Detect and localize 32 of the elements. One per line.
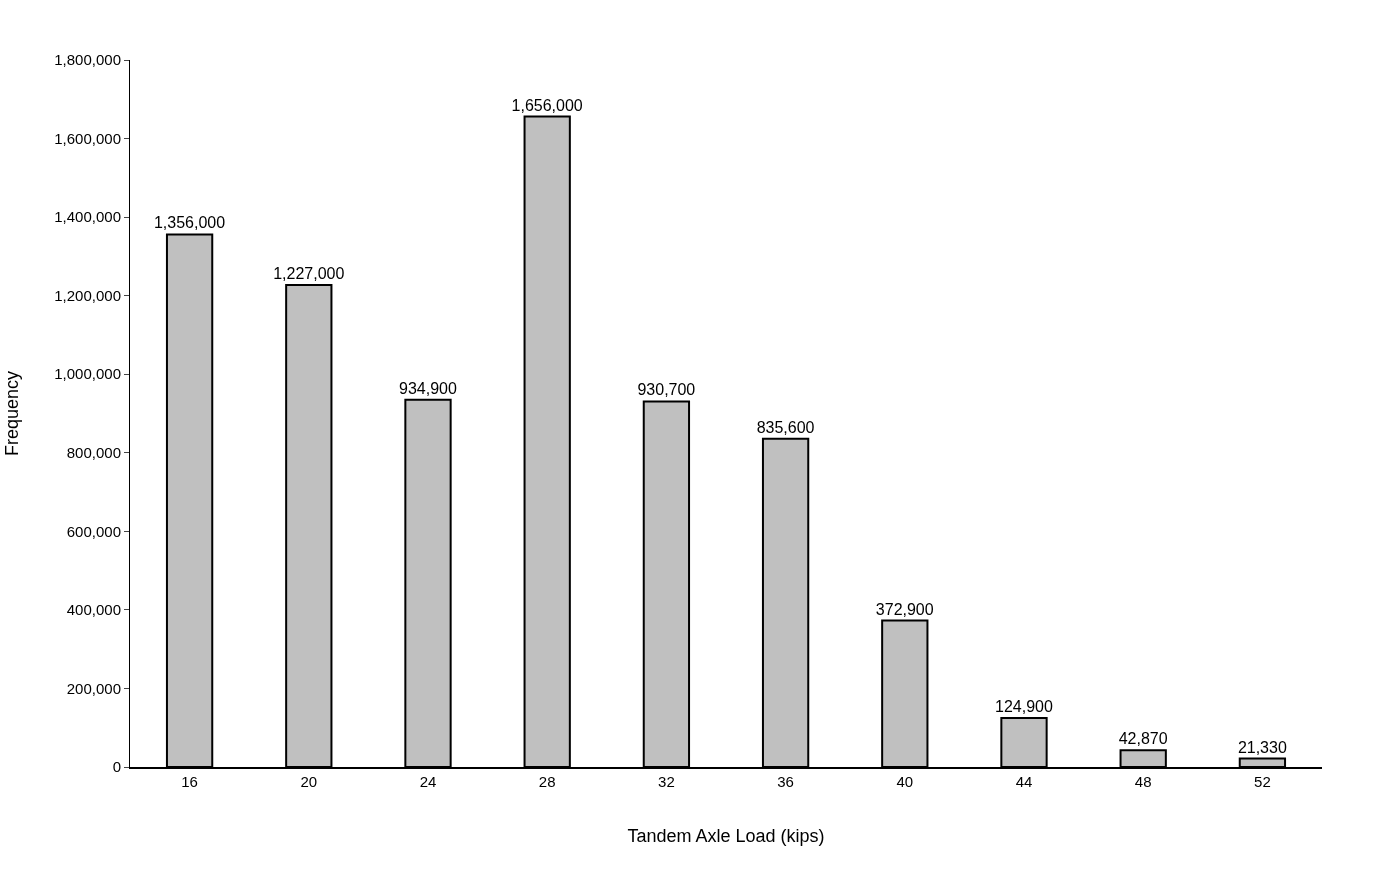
x-tick-label: 20 (300, 773, 318, 790)
x-tick-label: 48 (1134, 773, 1152, 790)
data-label: 930,700 (637, 381, 696, 399)
x-tick-label: 28 (538, 773, 556, 790)
y-tick-label: 1,400,000 (54, 208, 121, 226)
data-label: 42,870 (1118, 730, 1168, 748)
y-tick-label: 600,000 (66, 522, 121, 540)
x-tick-label: 24 (419, 773, 437, 790)
x-tick-label: 16 (181, 773, 198, 790)
y-tick-label: 400,000 (66, 601, 121, 619)
y-tick-label: 1,800,000 (54, 51, 121, 69)
y-axis-title: Frequency (2, 370, 23, 457)
x-tick-label: 40 (896, 773, 914, 790)
data-label: 21,330 (1237, 738, 1287, 756)
y-tick-label: 1,200,000 (54, 286, 121, 304)
y-tick-label: 200,000 (66, 679, 121, 697)
x-tick-label: 44 (1015, 773, 1033, 790)
x-tick-label: 32 (658, 773, 675, 790)
y-tick-label: 800,000 (66, 444, 121, 462)
x-axis-title: Tandem Axle Load (kips) (627, 825, 825, 846)
data-label: 372,900 (875, 600, 934, 618)
data-label: 124,900 (995, 697, 1053, 715)
x-tick-label: 36 (777, 773, 794, 790)
x-tick-label: 52 (1254, 773, 1271, 790)
data-label: 1,356,000 (153, 214, 226, 232)
data-label: 835,600 (756, 418, 815, 436)
data-label: 1,656,000 (511, 96, 583, 114)
y-tick-label: 1,000,000 (54, 365, 121, 383)
y-tick-label: 0 (112, 758, 121, 776)
y-tick-label: 1,600,000 (54, 129, 121, 147)
data-label: 1,227,000 (273, 265, 345, 283)
data-label: 934,900 (399, 379, 457, 397)
